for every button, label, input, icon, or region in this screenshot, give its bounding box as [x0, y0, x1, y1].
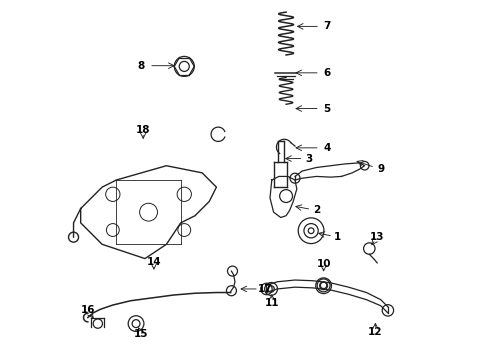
- Text: 16: 16: [80, 305, 95, 315]
- Text: 6: 6: [323, 68, 331, 78]
- Text: 17: 17: [257, 284, 272, 294]
- Text: 5: 5: [323, 104, 331, 113]
- Text: 1: 1: [334, 232, 342, 242]
- Text: 13: 13: [370, 232, 385, 242]
- Text: 4: 4: [323, 143, 331, 153]
- Text: 11: 11: [265, 298, 279, 308]
- Text: 3: 3: [306, 154, 313, 163]
- Text: 2: 2: [313, 205, 320, 215]
- Text: 9: 9: [377, 164, 384, 174]
- Text: 18: 18: [136, 125, 150, 135]
- Text: 15: 15: [134, 329, 148, 339]
- Text: 14: 14: [147, 257, 161, 267]
- Text: 8: 8: [138, 61, 145, 71]
- Text: 7: 7: [323, 21, 331, 31]
- Text: 10: 10: [317, 259, 331, 269]
- Text: 12: 12: [368, 327, 383, 337]
